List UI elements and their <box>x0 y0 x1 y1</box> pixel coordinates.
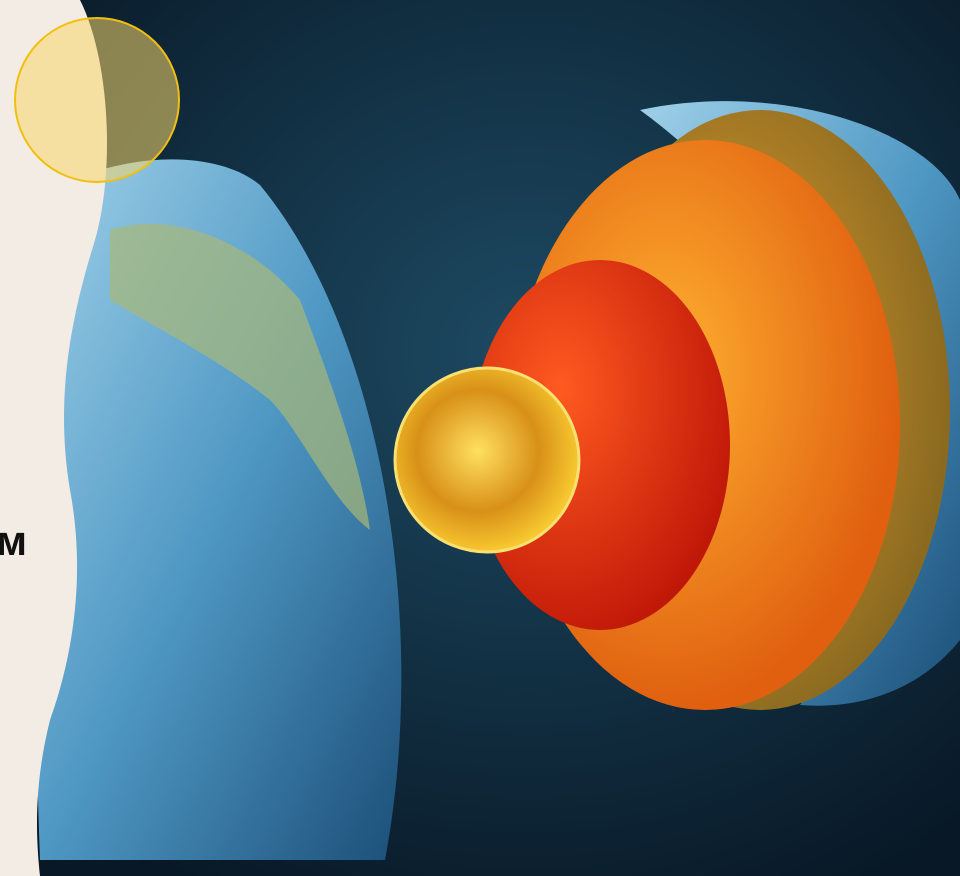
decor-circle <box>14 17 180 183</box>
title-fragment: м <box>0 517 27 564</box>
inner-core <box>393 366 581 554</box>
continent <box>110 223 370 530</box>
side-panel <box>0 0 107 876</box>
